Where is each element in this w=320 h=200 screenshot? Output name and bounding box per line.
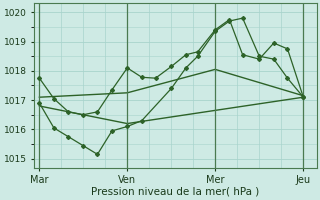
- X-axis label: Pression niveau de la mer( hPa ): Pression niveau de la mer( hPa ): [91, 187, 260, 197]
